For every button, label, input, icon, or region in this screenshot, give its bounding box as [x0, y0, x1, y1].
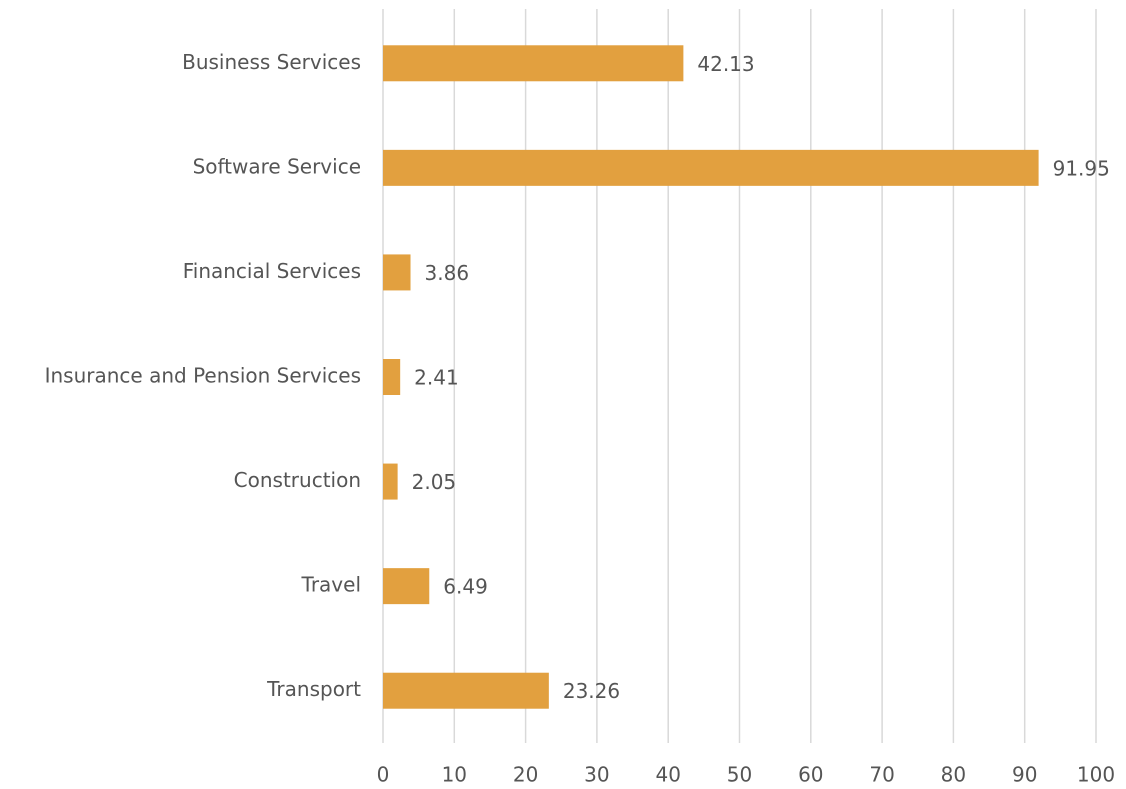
y-tick-label: Financial Services — [183, 259, 361, 283]
x-tick-label: 0 — [377, 763, 390, 787]
bar — [383, 463, 398, 500]
data-label: 42.13 — [697, 52, 754, 76]
bar — [383, 568, 430, 605]
data-label: 2.41 — [414, 366, 459, 390]
bar — [383, 672, 549, 709]
x-tick-label: 60 — [798, 763, 823, 787]
y-tick-label: Travel — [301, 573, 361, 597]
x-tick-label: 40 — [655, 763, 680, 787]
data-label: 3.86 — [425, 261, 470, 285]
bar — [383, 254, 411, 291]
x-tick-label: 100 — [1077, 763, 1115, 787]
data-label: 6.49 — [443, 575, 488, 599]
data-label: 23.26 — [563, 679, 620, 703]
y-tick-label: Construction — [234, 468, 361, 492]
y-tick-label: Transport — [266, 677, 361, 701]
data-label: 91.95 — [1053, 156, 1110, 180]
y-tick-label: Insurance and Pension Services — [45, 364, 361, 388]
x-tick-label: 70 — [869, 763, 894, 787]
x-tick-label: 30 — [584, 763, 609, 787]
x-tick-label: 50 — [727, 763, 752, 787]
x-tick-label: 80 — [941, 763, 966, 787]
bar — [383, 45, 684, 82]
x-tick-label: 10 — [442, 763, 467, 787]
y-tick-label: Software Service — [193, 154, 361, 178]
x-tick-label: 20 — [513, 763, 538, 787]
bar — [383, 359, 401, 395]
x-tick-label: 90 — [1012, 763, 1037, 787]
bar — [383, 149, 1039, 186]
y-tick-label: Business Services — [182, 50, 361, 74]
data-label: 2.05 — [412, 470, 457, 494]
